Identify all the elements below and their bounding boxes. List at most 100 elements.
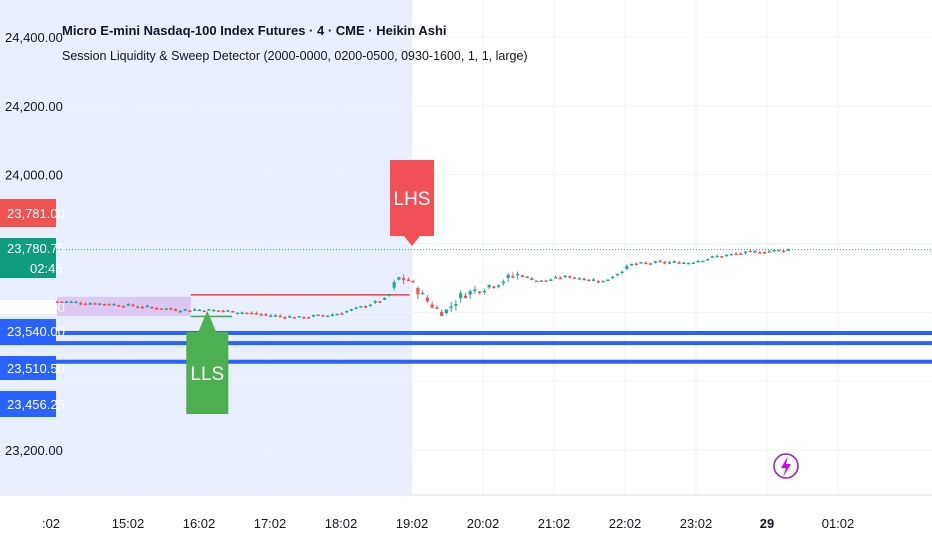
candle xyxy=(772,249,776,253)
candle xyxy=(74,300,78,304)
candle xyxy=(644,261,648,265)
candle xyxy=(321,314,325,317)
candle xyxy=(753,249,757,253)
candle xyxy=(440,309,444,317)
candle xyxy=(188,310,192,312)
candle xyxy=(634,262,638,266)
candle xyxy=(501,279,505,286)
candle xyxy=(302,316,306,320)
y-tick-label: 24,400.00 xyxy=(5,30,63,45)
y-tick-label: 24,000.00 xyxy=(5,168,63,183)
candle xyxy=(316,314,320,317)
candle xyxy=(653,260,657,264)
candle xyxy=(202,310,206,313)
candle xyxy=(563,274,567,279)
candle xyxy=(444,309,448,315)
candle xyxy=(311,314,316,318)
price-badge-blue: 23,456.25 xyxy=(0,391,65,417)
candle xyxy=(506,273,510,282)
lightning-icon[interactable] xyxy=(773,453,799,479)
candle xyxy=(55,301,59,303)
candle xyxy=(250,311,254,315)
x-tick-label: 21:02 xyxy=(538,516,571,531)
candle xyxy=(468,289,472,300)
candle xyxy=(663,261,667,265)
price-badge-label: 23,780.75 xyxy=(7,241,65,256)
candle xyxy=(720,256,724,258)
candle xyxy=(544,280,548,282)
price-badge-blue: 23,510.50 xyxy=(0,356,65,380)
candle xyxy=(150,306,154,309)
price-badge-red: 23,781.00 xyxy=(0,199,65,227)
candle xyxy=(449,301,453,312)
lhs-marker: LHS xyxy=(390,160,434,246)
x-tick-label: 22:02 xyxy=(609,516,642,531)
candle xyxy=(164,308,168,311)
candle xyxy=(387,293,392,297)
price-badge-green: 02:45 xyxy=(0,258,63,278)
candle xyxy=(739,252,743,256)
candle xyxy=(297,315,301,318)
candle xyxy=(701,260,705,263)
candle xyxy=(601,280,605,283)
candle xyxy=(88,302,92,305)
candles xyxy=(55,248,790,320)
candle xyxy=(226,309,230,312)
candle xyxy=(606,279,610,281)
x-tick-label: 17:02 xyxy=(254,516,287,531)
candle xyxy=(159,308,164,310)
y-axis: 24,400.00 24,200.00 24,000.00 23,200.00 23,7… xyxy=(0,30,65,458)
candle xyxy=(354,306,358,310)
candle xyxy=(577,277,581,280)
candle xyxy=(207,308,211,311)
candle xyxy=(482,288,486,295)
candle xyxy=(60,301,64,304)
candle xyxy=(98,303,102,306)
candle xyxy=(710,255,714,258)
candle xyxy=(734,252,738,256)
candle xyxy=(762,250,767,254)
candle xyxy=(781,249,786,253)
y-tick-label: 24,200.00 xyxy=(5,99,63,114)
candle xyxy=(582,277,586,281)
sweep-markers: LHS LLS xyxy=(186,160,434,414)
lls-label: LLS xyxy=(190,364,224,385)
price-badge-label: 23,781.00 xyxy=(7,206,65,221)
candle xyxy=(615,273,619,277)
candle xyxy=(767,249,771,253)
candle xyxy=(435,305,439,309)
candle xyxy=(487,284,491,290)
candle xyxy=(677,260,681,265)
candle xyxy=(411,279,415,283)
x-tick-label: 16:02 xyxy=(183,516,216,531)
indicator-legend[interactable]: Session Liquidity & Sweep Detector (2000… xyxy=(62,49,528,63)
candle xyxy=(667,260,672,265)
candle xyxy=(724,254,729,257)
candle xyxy=(525,276,529,278)
candle xyxy=(93,302,97,305)
candle xyxy=(330,313,335,317)
candle xyxy=(691,262,695,265)
candle xyxy=(121,304,126,308)
price-badge-label: 23,540.00 xyxy=(7,324,65,339)
candle xyxy=(459,290,463,303)
candle xyxy=(140,305,145,309)
candle xyxy=(283,316,287,320)
candle xyxy=(69,300,73,304)
candle xyxy=(364,305,368,309)
candle xyxy=(169,307,173,310)
x-axis: :02 15:02 16:02 17:02 18:02 19:02 20:02 21:02 22… xyxy=(0,494,932,531)
lls-marker: LLS xyxy=(186,311,229,414)
candle xyxy=(307,316,311,319)
candle xyxy=(117,304,121,307)
candle xyxy=(212,309,216,312)
liquidity-levels xyxy=(0,293,932,364)
candle xyxy=(478,290,482,295)
candle xyxy=(554,275,558,279)
x-tick-label: 23:02 xyxy=(680,516,713,531)
candle xyxy=(231,310,235,313)
candle xyxy=(131,303,135,307)
candle xyxy=(378,301,382,303)
candle xyxy=(136,305,140,309)
